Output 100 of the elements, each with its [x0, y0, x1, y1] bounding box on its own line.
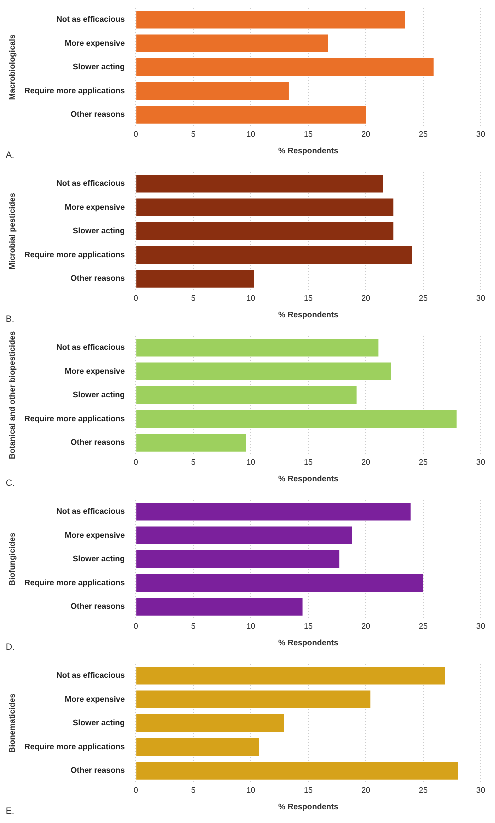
x-tick-label: 15	[304, 294, 314, 303]
y-tick-label: Require more applications	[24, 742, 126, 752]
bar	[136, 198, 394, 217]
y-tick-label: Not as efficacious	[56, 507, 126, 516]
y-tick-label: Other reasons	[70, 438, 126, 448]
y-tick-label: Require more applications	[24, 414, 126, 424]
y-tick-label: Not as efficacious	[56, 343, 126, 352]
x-tick-label: 25	[419, 294, 429, 303]
y-tick-label: Slower acting	[73, 718, 126, 728]
bar	[136, 434, 246, 452]
x-tick-label: 0	[134, 622, 139, 631]
bar	[136, 502, 411, 521]
x-tick-label: 20	[362, 294, 372, 303]
bar	[136, 222, 394, 240]
text: B.	[6, 314, 15, 324]
x-tick-label: 30	[476, 622, 486, 631]
x-tick-label: 5	[191, 458, 196, 467]
y-tick-label: Not as efficacious	[56, 179, 126, 188]
y-axis-title: Botanical and other biopesticides	[8, 330, 18, 460]
x-tick-label: 30	[476, 130, 486, 139]
x-tick-label: 20	[362, 622, 372, 631]
x-tick-label: 0	[134, 786, 139, 795]
y-tick-label: Slower acting	[73, 226, 126, 236]
y-axis-title: Macrobiologicals	[8, 34, 18, 100]
x-tick-label: 30	[476, 458, 486, 467]
text: D.	[6, 642, 15, 652]
bar	[136, 58, 434, 76]
y-tick-label: More expensive	[65, 366, 126, 376]
x-tick-label: 15	[304, 458, 314, 467]
x-tick-label: 5	[191, 786, 196, 795]
x-tick-label: 10	[246, 786, 256, 795]
x-tick-label: 25	[419, 458, 429, 467]
bar	[136, 362, 392, 381]
bar	[136, 410, 457, 428]
y-tick-label: Slower acting	[73, 62, 126, 72]
text: A.	[6, 150, 15, 160]
bar	[136, 690, 371, 709]
x-tick-label: 25	[419, 622, 429, 631]
bar	[136, 738, 260, 756]
x-tick-label: 5	[191, 294, 196, 303]
y-axis-title: Microbial pesticides	[8, 192, 18, 270]
bar	[136, 574, 424, 592]
bar	[136, 270, 254, 288]
y-tick-label: Other reasons	[70, 602, 126, 612]
x-tick-label: 30	[476, 294, 486, 303]
y-tick-label: More expensive	[65, 530, 126, 540]
x-tick-label: 5	[191, 130, 196, 139]
bar	[136, 82, 289, 100]
x-tick-label: 10	[246, 458, 256, 467]
y-tick-label: Require more applications	[24, 250, 126, 260]
x-axis-title: % Respondents	[278, 474, 340, 484]
bar	[136, 106, 366, 124]
x-tick-label: 25	[419, 130, 429, 139]
y-tick-label: Slower acting	[73, 390, 126, 400]
bar	[136, 338, 379, 357]
x-tick-label: 5	[191, 622, 196, 631]
x-tick-label: 10	[246, 622, 256, 631]
y-tick-label: Require more applications	[24, 578, 126, 588]
x-axis-title: % Respondents	[278, 638, 340, 648]
y-tick-label: Other reasons	[70, 274, 126, 284]
x-tick-label: 15	[304, 622, 314, 631]
bar	[136, 10, 406, 29]
text: C.	[6, 478, 15, 488]
y-tick-label: Slower acting	[73, 554, 126, 564]
x-tick-label: 30	[476, 786, 486, 795]
x-tick-label: 25	[419, 786, 429, 795]
y-tick-label: Require more applications	[24, 86, 126, 96]
y-tick-label: More expensive	[65, 202, 126, 212]
x-tick-label: 15	[304, 130, 314, 139]
bar	[136, 246, 412, 264]
x-tick-label: 0	[134, 130, 139, 139]
bar	[136, 666, 446, 685]
y-tick-label: Other reasons	[70, 110, 126, 120]
y-axis-title: Biofungicides	[8, 532, 18, 586]
bar	[136, 550, 340, 568]
y-tick-label: Not as efficacious	[56, 671, 126, 680]
bar	[136, 526, 352, 545]
x-tick-label: 10	[246, 294, 256, 303]
x-tick-label: 20	[362, 458, 372, 467]
x-tick-label: 0	[134, 458, 139, 467]
bar	[136, 34, 328, 53]
x-axis-title: % Respondents	[278, 146, 340, 156]
x-tick-label: 0	[134, 294, 139, 303]
x-tick-label: 20	[362, 130, 372, 139]
y-tick-label: Other reasons	[70, 766, 126, 776]
bar	[136, 598, 303, 616]
bar	[136, 386, 357, 404]
y-tick-label: More expensive	[65, 694, 126, 704]
x-axis-title: % Respondents	[278, 802, 340, 812]
bar	[136, 714, 284, 732]
bar	[136, 174, 384, 193]
x-tick-label: 20	[362, 786, 372, 795]
x-tick-label: 10	[246, 130, 256, 139]
x-axis-title: % Respondents	[278, 310, 340, 320]
y-tick-label: Not as efficacious	[56, 15, 126, 24]
text: E.	[6, 806, 15, 816]
x-tick-label: 15	[304, 786, 314, 795]
y-tick-label: More expensive	[65, 38, 126, 48]
bar	[136, 762, 458, 780]
y-axis-title: Bionematicides	[8, 693, 18, 753]
